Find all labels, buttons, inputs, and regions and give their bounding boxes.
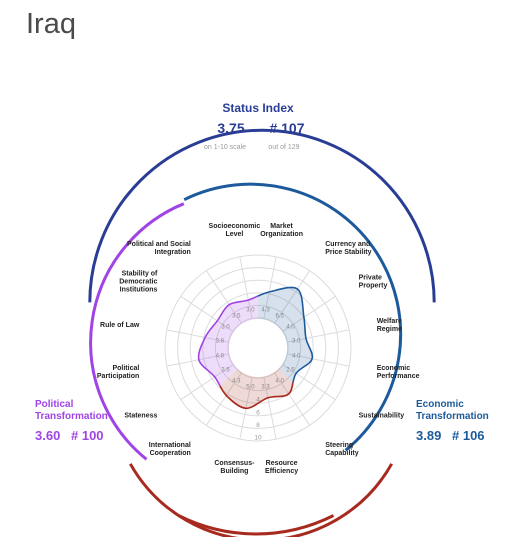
political-arc <box>89 202 185 461</box>
radar-labels: 4.36.54.03.04.02.54.03.35.04.33.54.83.83… <box>97 223 420 475</box>
value-label: 3.0 <box>246 308 255 314</box>
grid-spoke <box>180 364 234 401</box>
category-label: Stateness <box>124 413 157 420</box>
value-label: 3.5 <box>232 314 241 320</box>
category-label: Private Property <box>359 274 388 289</box>
grid-spoke <box>274 270 311 324</box>
political-title-line2: Transformation <box>35 411 108 422</box>
grid-ring <box>214 304 302 392</box>
economic-score: 3.89 <box>416 428 441 443</box>
category-label: Rule of Law <box>100 322 140 329</box>
value-label: 4.0 <box>286 324 295 330</box>
category-label: Sustainability <box>359 413 405 420</box>
value-label: 4.8 <box>216 354 225 360</box>
value-label: 3.0 <box>221 324 230 330</box>
page-title: Iraq <box>26 8 76 40</box>
value-label: 2.5 <box>286 368 295 374</box>
ring-label: 4 <box>256 397 260 404</box>
status-index-score-note: on 1-10 scale <box>204 144 246 151</box>
value-label: 3.5 <box>221 368 230 374</box>
political-rank: # 100 <box>71 428 104 443</box>
governance-arc-lower <box>177 514 335 536</box>
grid-spoke <box>263 377 277 440</box>
grid-spoke <box>166 353 229 367</box>
grid-spoke <box>274 372 311 426</box>
economic-title-line2: Transformation <box>416 411 489 422</box>
category-label: Economic Performance <box>377 365 420 380</box>
value-label: 6.5 <box>275 314 284 320</box>
grid-spoke <box>205 372 242 426</box>
value-label: 4.3 <box>232 378 241 384</box>
grid-ring <box>189 279 327 417</box>
grid-spoke <box>239 256 253 319</box>
category-label: Political and Social Integration <box>127 241 191 256</box>
status-index-arc <box>88 128 436 303</box>
center-mask <box>229 319 287 377</box>
ring-label: 8 <box>256 422 260 429</box>
category-label: Political Participation <box>97 365 139 380</box>
value-label: 4.0 <box>275 378 284 384</box>
political-score: 3.60 <box>35 428 60 443</box>
value-label: 5.0 <box>246 384 255 390</box>
value-label: 4.0 <box>292 354 301 360</box>
radar-shape <box>197 286 314 410</box>
grid-spoke <box>205 270 242 324</box>
grid-spoke <box>282 364 336 401</box>
economic-arc <box>183 182 403 452</box>
status-index-rank-note: out of 129 <box>268 144 299 151</box>
value-label: 3.8 <box>216 338 225 344</box>
grid-spoke <box>282 295 336 332</box>
value-label: 3.0 <box>292 338 301 344</box>
grid-ring <box>177 267 339 429</box>
category-label: Currency and Price Stability <box>325 241 371 256</box>
economic-title-line1: Economic <box>416 399 464 410</box>
grid-spoke <box>287 353 350 367</box>
political-title-line1: Political <box>35 399 74 410</box>
category-label: Market Organization <box>260 223 303 238</box>
status-index-heading: Status Index <box>222 101 294 115</box>
category-label: Consensus-Building <box>214 460 255 475</box>
ring-label: 10 <box>254 435 262 442</box>
grid-ring <box>164 254 352 442</box>
category-label: Steering Capability <box>325 442 359 457</box>
grid-spoke <box>180 295 234 332</box>
grid-spoke <box>287 329 350 343</box>
value-label: 4.3 <box>261 308 270 314</box>
category-label: Socioeconomic Level <box>209 223 261 238</box>
grid-spoke <box>166 329 229 343</box>
economic-rank: # 106 <box>452 428 485 443</box>
ring-label: 6 <box>256 409 260 416</box>
grid-spoke <box>263 256 277 319</box>
category-label: Resource Efficiency <box>265 460 298 475</box>
category-label: International Cooperation <box>149 442 191 457</box>
category-label: Stability of Democratic Institutions <box>119 270 158 293</box>
value-label: 3.3 <box>261 384 270 390</box>
governance-arc <box>128 463 394 537</box>
category-label: Welfare Regime <box>377 318 402 333</box>
